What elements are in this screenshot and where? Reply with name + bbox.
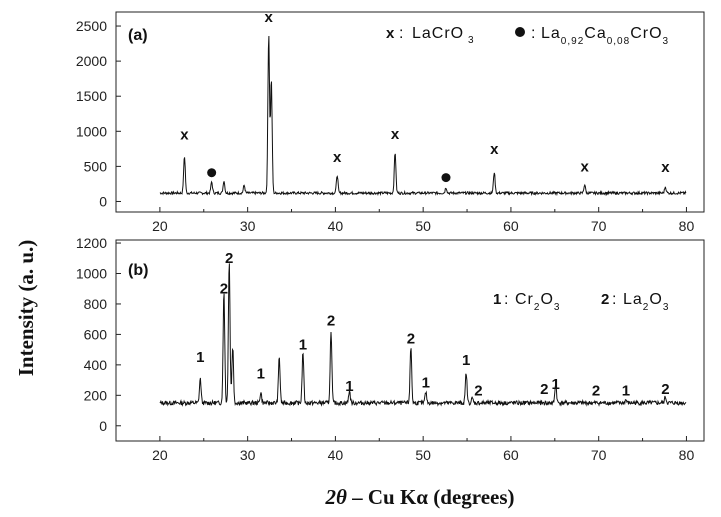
x-tick-label: 50 (415, 447, 431, 463)
phase-2-marker: 2 (661, 381, 669, 398)
legend-b-la2o3-label: La2O3 (623, 291, 669, 313)
phase-2-marker: 2 (225, 250, 233, 267)
phase-1-marker: 1 (257, 366, 265, 383)
y-tick-label: 500 (84, 158, 108, 174)
x-tick-label: 50 (415, 218, 431, 234)
phase-1-marker: 1 (552, 376, 560, 393)
x-tick-label: 40 (328, 447, 344, 463)
formula-part: 0,92 (561, 36, 584, 47)
legend-b-colon-2: : (612, 291, 616, 308)
phase-2-marker: 2 (540, 381, 548, 398)
x-axis-rest: – Cu Kα (degrees) (351, 485, 514, 509)
x-tick-label: 70 (591, 447, 607, 463)
legend-b-cr2o3-label: Cr2O3 (515, 291, 560, 313)
legend-b-la2o3-formula: La2O3 (623, 291, 669, 313)
x-tick-label: 20 (152, 447, 168, 463)
panel-a-label: (a) (128, 27, 148, 44)
phase-2-marker: 2 (220, 280, 228, 297)
y-tick-label: 2500 (76, 18, 107, 34)
x-axis-two-theta: 2θ (324, 485, 347, 509)
panel-b-label: (b) (128, 262, 148, 279)
legend-a-dot-symbol (515, 27, 525, 37)
phase-dot-marker (207, 168, 217, 178)
y-tick-label: 1500 (76, 88, 107, 104)
legend-a-lacro3-subscript: 3 (468, 35, 474, 46)
formula-part: 3 (554, 302, 561, 313)
y-tick-label: 400 (84, 357, 108, 373)
phase-x-marker: x (580, 158, 589, 175)
formula-part: 3 (663, 36, 670, 47)
x-tick-label: 30 (240, 447, 256, 463)
y-tick-label: 200 (84, 387, 108, 403)
phase-x-marker: x (661, 159, 670, 176)
panel-a-frame (115, 11, 705, 213)
phase-1-marker: 1 (196, 349, 204, 366)
phase-2-marker: 2 (474, 382, 482, 399)
formula-part: La (623, 291, 643, 308)
phase-x-marker: x (265, 9, 274, 26)
panel-b-legend: 1 : Cr2O3 2 : La2O3 (493, 291, 669, 313)
y-tick-label: 1000 (76, 123, 107, 139)
legend-b-colon-1: : (504, 291, 508, 308)
phase-1-marker: 1 (462, 352, 470, 369)
panel-a-markers: x x x x x x x (180, 9, 670, 183)
phase-1-marker: 1 (622, 382, 630, 399)
legend-a-lacro3-label: LaCrO (412, 25, 464, 42)
phase-1-marker: 1 (299, 337, 307, 354)
x-tick-label: 60 (503, 447, 519, 463)
formula-part: Cr (515, 291, 534, 308)
panel-a-legend: x : LaCrO 3 : La0,92Ca0,08CrO3 (386, 25, 669, 47)
x-tick-label: 40 (328, 218, 344, 234)
phase-x-marker: x (391, 126, 400, 143)
phase-2-marker: 2 (327, 312, 335, 329)
panel-a-trace (159, 35, 687, 197)
panel-b-frame (115, 239, 705, 442)
formula-part: O (649, 291, 662, 308)
x-tick-label: 80 (679, 447, 695, 463)
phase-1-marker: 1 (422, 375, 430, 392)
formula-part: O (540, 291, 553, 308)
formula-part: 2 (534, 302, 541, 313)
phase-1-marker: 1 (345, 378, 353, 395)
x-tick-label: 30 (240, 218, 256, 234)
y-axis-title: Intensity (a. u.) (14, 240, 38, 377)
phase-x-marker: x (333, 149, 342, 166)
formula-part: 2 (643, 302, 650, 313)
x-tick-label: 20 (152, 218, 168, 234)
y-tick-label: 2000 (76, 53, 107, 69)
phase-x-marker: x (180, 127, 189, 144)
phase-2-marker: 2 (592, 382, 600, 399)
y-tick-label: 0 (99, 418, 107, 434)
y-tick-label: 800 (84, 296, 108, 312)
y-tick-label: 600 (84, 326, 108, 342)
legend-a-colon-2: : (531, 25, 535, 42)
legend-b-2-symbol: 2 (601, 291, 609, 308)
phase-x-marker: x (490, 141, 499, 158)
formula-part: CrO (630, 25, 662, 42)
y-tick-label: 0 (99, 193, 107, 209)
x-axis-title: 2θ – Cu Kα (degrees) (324, 485, 514, 509)
panel-a-ticks: 20 30 40 50 60 70 80 0 500 1000 1500 2000 2500 (76, 18, 695, 234)
x-tick-label: 60 (503, 218, 519, 234)
phase-dot-marker (441, 173, 451, 183)
legend-b-cr2o3-formula: Cr2O3 (515, 291, 560, 313)
y-tick-label: 1000 (76, 266, 107, 282)
formula-part: La (541, 25, 561, 42)
formula-part: 0,08 (607, 36, 630, 47)
x-tick-label: 70 (591, 218, 607, 234)
formula-part: Ca (584, 25, 606, 42)
y-tick-label: 1200 (76, 235, 107, 251)
legend-a-doped-label: La0,92Ca0,08CrO3 (541, 25, 669, 47)
panel-b-trace (159, 263, 687, 407)
phase-2-marker: 2 (407, 331, 415, 348)
x-tick-label: 80 (679, 218, 695, 234)
legend-b-1-symbol: 1 (493, 291, 501, 308)
legend-a-colon-1: : (399, 25, 403, 42)
legend-a-x-symbol: x (386, 25, 395, 42)
formula-part: 3 (663, 302, 670, 313)
legend-a-doped-formula: La0,92Ca0,08CrO3 (541, 25, 669, 47)
